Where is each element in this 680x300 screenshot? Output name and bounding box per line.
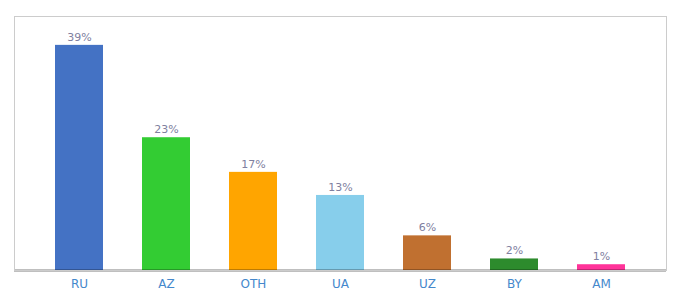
svg-text:AM: AM <box>592 277 611 291</box>
svg-text:AZ: AZ <box>158 277 174 291</box>
svg-text:UZ: UZ <box>419 277 436 291</box>
svg-text:2%: 2% <box>506 244 523 257</box>
svg-text:23%: 23% <box>154 123 178 136</box>
svg-text:17%: 17% <box>241 158 265 171</box>
svg-text:39%: 39% <box>67 31 91 44</box>
svg-text:6%: 6% <box>419 221 436 234</box>
svg-text:BY: BY <box>507 277 523 291</box>
svg-text:1%: 1% <box>593 250 610 263</box>
svg-text:OTH: OTH <box>241 277 267 291</box>
svg-text:13%: 13% <box>328 181 352 194</box>
svg-text:RU: RU <box>71 277 88 291</box>
svg-text:UA: UA <box>332 277 350 291</box>
